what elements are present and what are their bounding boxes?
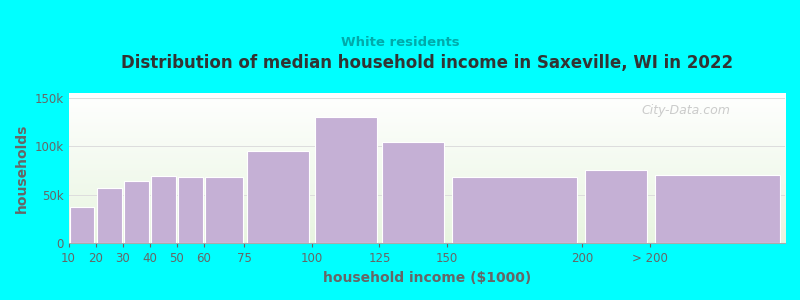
Bar <box>178 177 202 243</box>
Bar <box>382 142 444 243</box>
Title: Distribution of median household income in Saxeville, WI in 2022: Distribution of median household income … <box>121 54 733 72</box>
Bar <box>70 206 94 243</box>
Bar <box>655 176 779 243</box>
Bar <box>97 188 122 243</box>
Bar <box>314 117 377 243</box>
Text: City-Data.com: City-Data.com <box>642 103 730 116</box>
X-axis label: household income ($1000): household income ($1000) <box>322 271 531 285</box>
Bar <box>150 176 176 243</box>
Bar <box>206 177 242 243</box>
Y-axis label: households: households <box>15 124 29 213</box>
Bar <box>247 151 309 243</box>
Text: White residents: White residents <box>341 36 459 49</box>
Bar <box>124 181 149 243</box>
Bar <box>453 177 577 243</box>
Bar <box>585 170 647 243</box>
